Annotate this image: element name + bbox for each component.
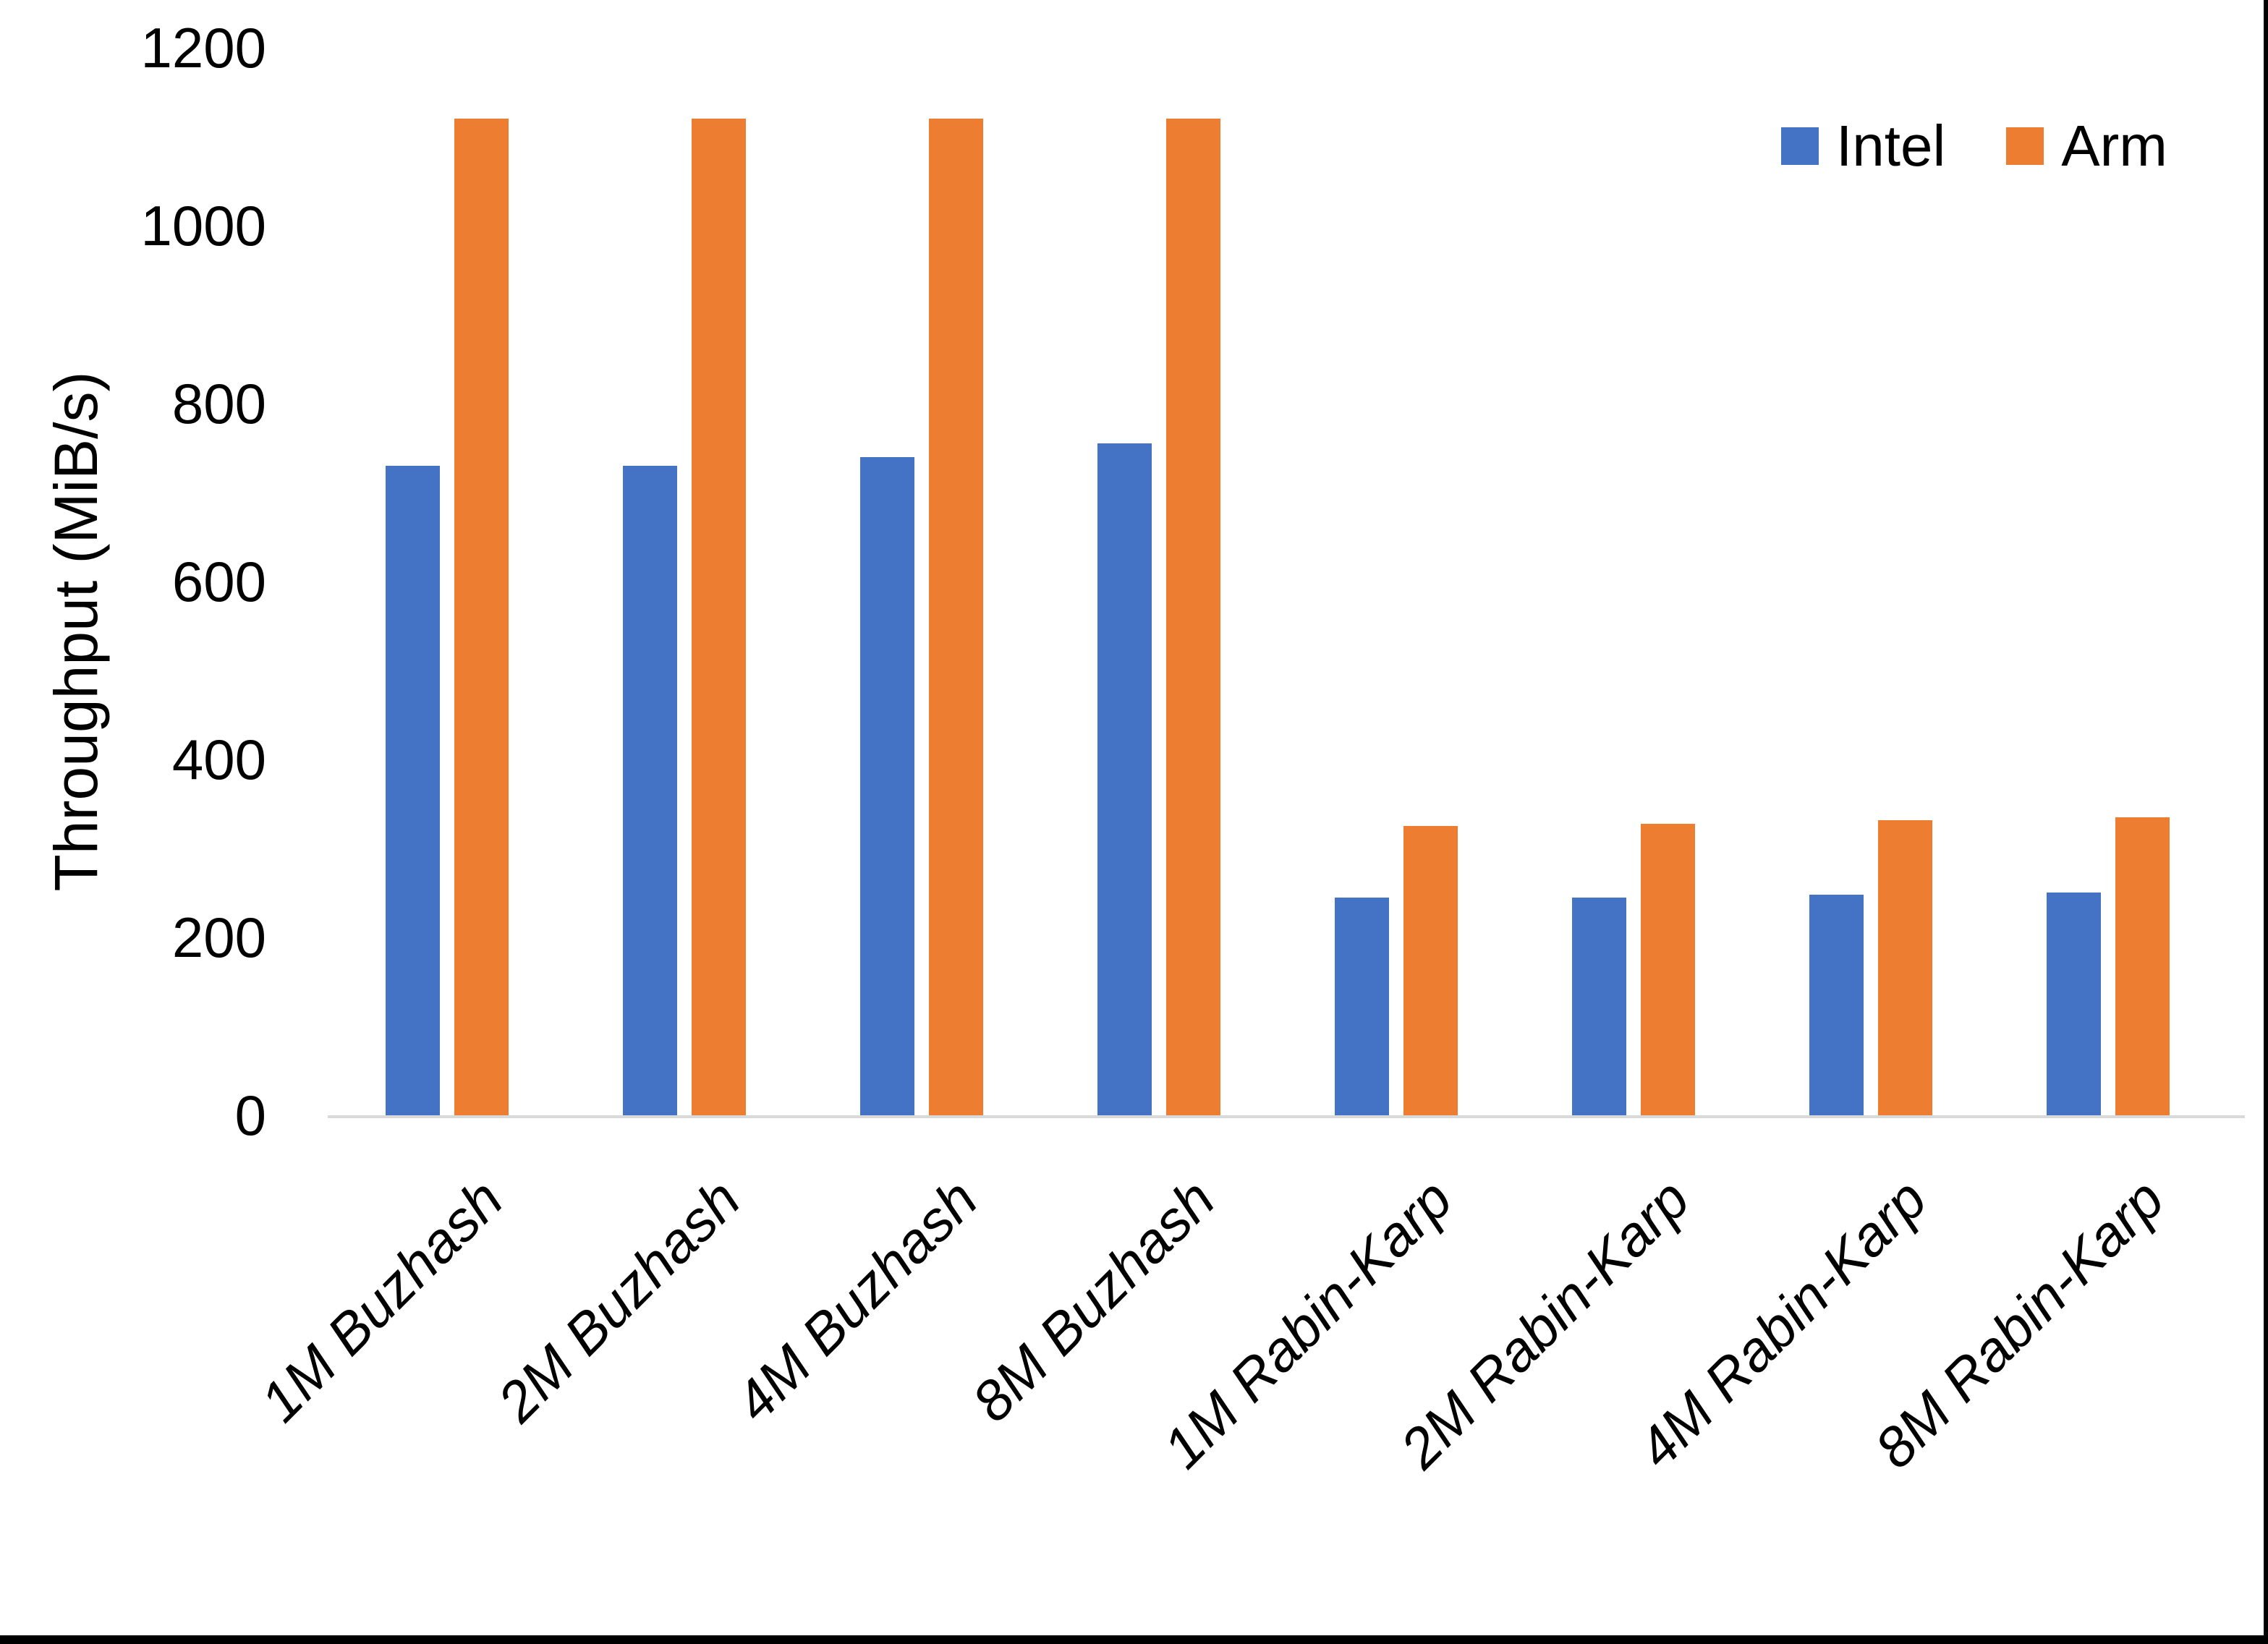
y-tick-label: 400 — [171, 728, 266, 791]
x-axis-line — [328, 1115, 2245, 1118]
bar-intel-3 — [860, 457, 914, 1115]
y-tick-label: 1000 — [140, 194, 266, 257]
right-border — [2264, 0, 2268, 1644]
bar-intel-5 — [1335, 898, 1389, 1115]
legend-label-intel: Intel — [1836, 114, 1946, 178]
bar-intel-8 — [2047, 893, 2101, 1115]
y-tick-label: 200 — [171, 906, 266, 969]
y-tick-label: 600 — [171, 550, 266, 613]
bar-arm-2 — [692, 119, 746, 1115]
legend-swatch-arm — [2006, 127, 2044, 165]
y-tick-label: 1200 — [140, 16, 266, 80]
bar-intel-6 — [1572, 898, 1626, 1115]
bar-intel-7 — [1809, 895, 1864, 1115]
bar-intel-4 — [1097, 443, 1152, 1115]
legend-item-arm: Arm — [2006, 113, 2167, 179]
y-tick-label: 0 — [234, 1083, 266, 1147]
legend-swatch-intel — [1781, 127, 1819, 165]
bar-intel-2 — [623, 466, 677, 1115]
y-tick-label: 800 — [171, 372, 266, 435]
bar-arm-8 — [2115, 817, 2170, 1115]
legend: Intel Arm — [1781, 113, 2167, 179]
bar-intel-1 — [386, 466, 440, 1115]
bar-arm-6 — [1641, 824, 1695, 1115]
bar-arm-5 — [1403, 826, 1458, 1115]
bar-arm-3 — [929, 119, 983, 1115]
legend-item-intel: Intel — [1781, 113, 1945, 179]
legend-label-arm: Arm — [2061, 114, 2167, 178]
bar-arm-1 — [454, 119, 509, 1115]
bar-arm-4 — [1166, 119, 1220, 1115]
bottom-border — [0, 1635, 2268, 1644]
bar-arm-7 — [1878, 820, 1932, 1115]
